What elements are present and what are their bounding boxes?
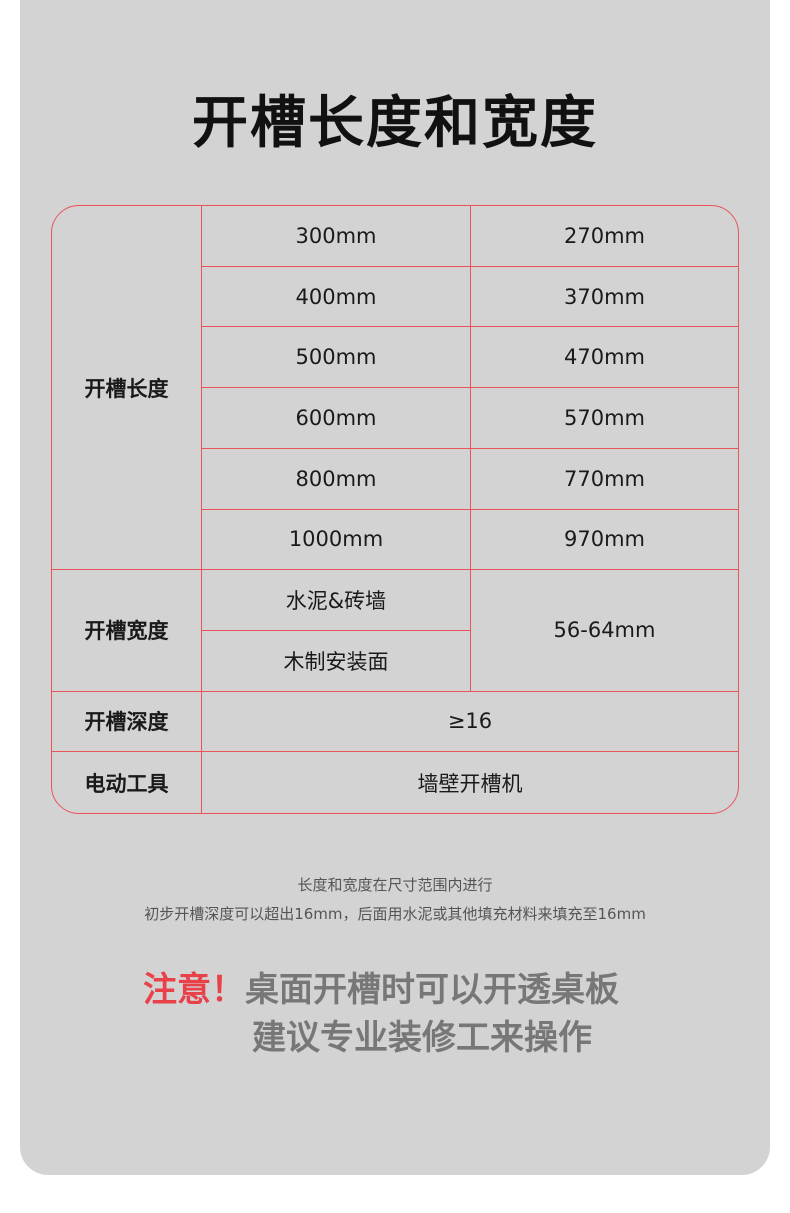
length-cell: 1000mm: [202, 509, 471, 571]
length-label: 开槽长度: [52, 206, 202, 571]
length-cell: 970mm: [471, 510, 738, 571]
note-line: 长度和宽度在尺寸范围内进行: [297, 876, 493, 894]
length-cell: 400mm: [202, 266, 471, 328]
length-cell: 270mm: [471, 206, 738, 267]
warning-line-2: 建议专业装修工来操作: [252, 1018, 592, 1058]
tool-value: 墙壁开槽机: [417, 771, 523, 796]
warning-block: 注意！桌面开槽时可以开透桌板 建议专业装修工来操作: [143, 966, 619, 1062]
background-card: [20, 0, 770, 1175]
width-material: 木制安装面: [202, 630, 471, 692]
width-label: 开槽宽度: [52, 570, 202, 692]
length-cell: 770mm: [471, 449, 738, 510]
depth-label: 开槽深度: [52, 691, 202, 753]
length-cell: 800mm: [202, 448, 471, 510]
length-cell: 600mm: [202, 388, 471, 449]
length-cell: 570mm: [471, 388, 738, 449]
depth-value: ≥16: [202, 692, 738, 753]
warning-line-1: 桌面开槽时可以开透桌板: [245, 970, 619, 1010]
length-cell: 500mm: [202, 327, 471, 389]
page-title: 开槽长度和宽度: [192, 91, 598, 156]
note-line: 初步开槽深度可以超出16mm，后面用水泥或其他填充材料来填充至16mm: [144, 905, 646, 923]
length-cell: 470mm: [471, 327, 738, 389]
warning-prefix: 注意！: [143, 970, 245, 1010]
width-material: 水泥&砖墙: [202, 570, 471, 631]
tool-label: 电动工具: [52, 752, 202, 813]
length-cell: 370mm: [471, 267, 738, 328]
width-value: 56-64mm: [471, 570, 738, 692]
length-cell: 300mm: [202, 206, 471, 267]
spec-table: 开槽长度 300mm 270mm 400mm 370mm 500mm 470mm…: [51, 205, 739, 814]
